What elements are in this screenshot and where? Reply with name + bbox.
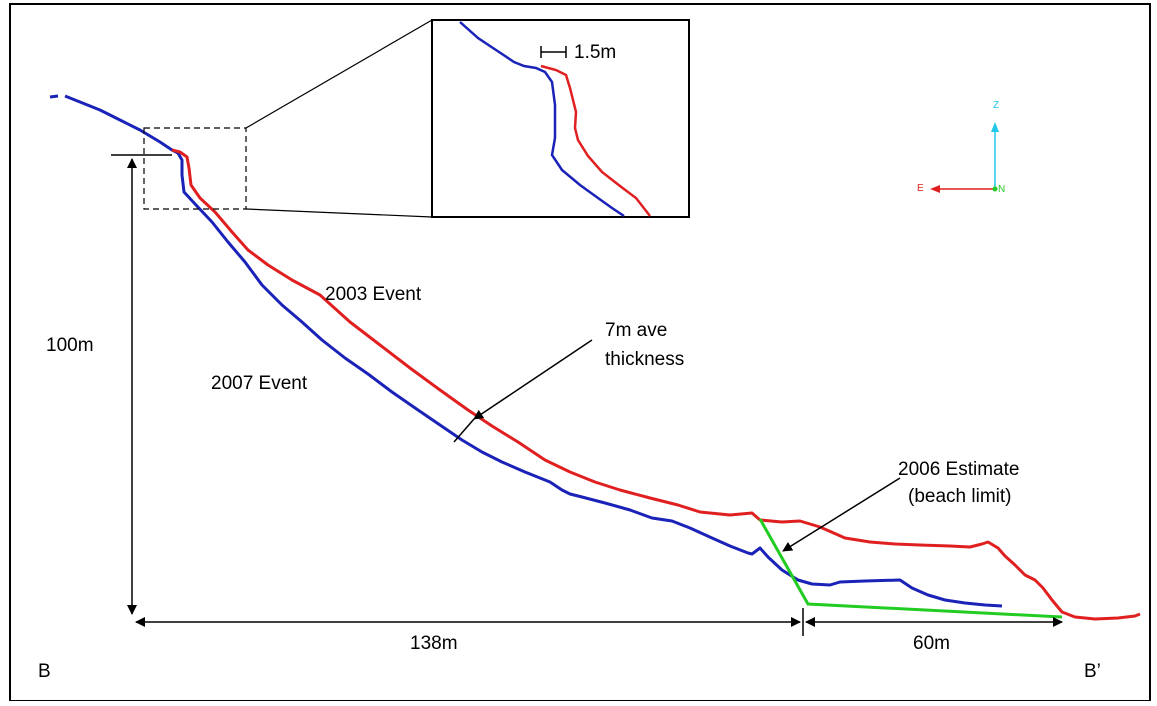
profile-2003-event bbox=[171, 148, 1141, 621]
thickness-pointer-arrow bbox=[473, 339, 593, 420]
height-label: 100m bbox=[46, 335, 94, 356]
inset-profile-2003 bbox=[540, 64, 651, 217]
inset-profile-2007 bbox=[459, 21, 625, 218]
zoom-inset: 1.5m bbox=[431, 19, 690, 218]
estimate-label-line1: 2006 Estimate bbox=[898, 459, 1019, 480]
estimate-2006-line bbox=[758, 518, 1063, 619]
event-2007-label: 2007 Event bbox=[211, 373, 308, 394]
zoom-leader-bottom bbox=[245, 208, 433, 218]
axis-n-label: N bbox=[998, 184, 1005, 195]
inset-frame bbox=[431, 19, 690, 218]
estimate-pointer-arrow bbox=[782, 477, 901, 552]
width-beach-label: 60m bbox=[913, 633, 950, 654]
section-start-label: B bbox=[38, 661, 51, 682]
axis-z-arrow-icon bbox=[991, 122, 999, 132]
axis-orientation-widget: Z E N bbox=[917, 100, 1005, 195]
thickness-pointer-tail bbox=[453, 418, 475, 443]
axis-e-arrow-icon bbox=[930, 185, 940, 193]
axis-z-label: Z bbox=[993, 100, 999, 111]
estimate-label-line2: (beach limit) bbox=[908, 486, 1011, 507]
thickness-label-line1: 7m ave bbox=[605, 320, 667, 341]
axis-n-dot bbox=[992, 186, 998, 192]
event-2003-label: 2003 Event bbox=[325, 284, 422, 305]
section-end-label: B’ bbox=[1084, 661, 1101, 682]
zoom-leader-top bbox=[245, 19, 433, 129]
width-main-label: 138m bbox=[410, 633, 458, 654]
profile-2007-event bbox=[49, 94, 1003, 608]
offset-label: 1.5m bbox=[574, 42, 616, 63]
detail-box bbox=[143, 127, 247, 210]
thickness-label-line2: thickness bbox=[605, 349, 684, 370]
axis-e-label: E bbox=[917, 183, 924, 194]
